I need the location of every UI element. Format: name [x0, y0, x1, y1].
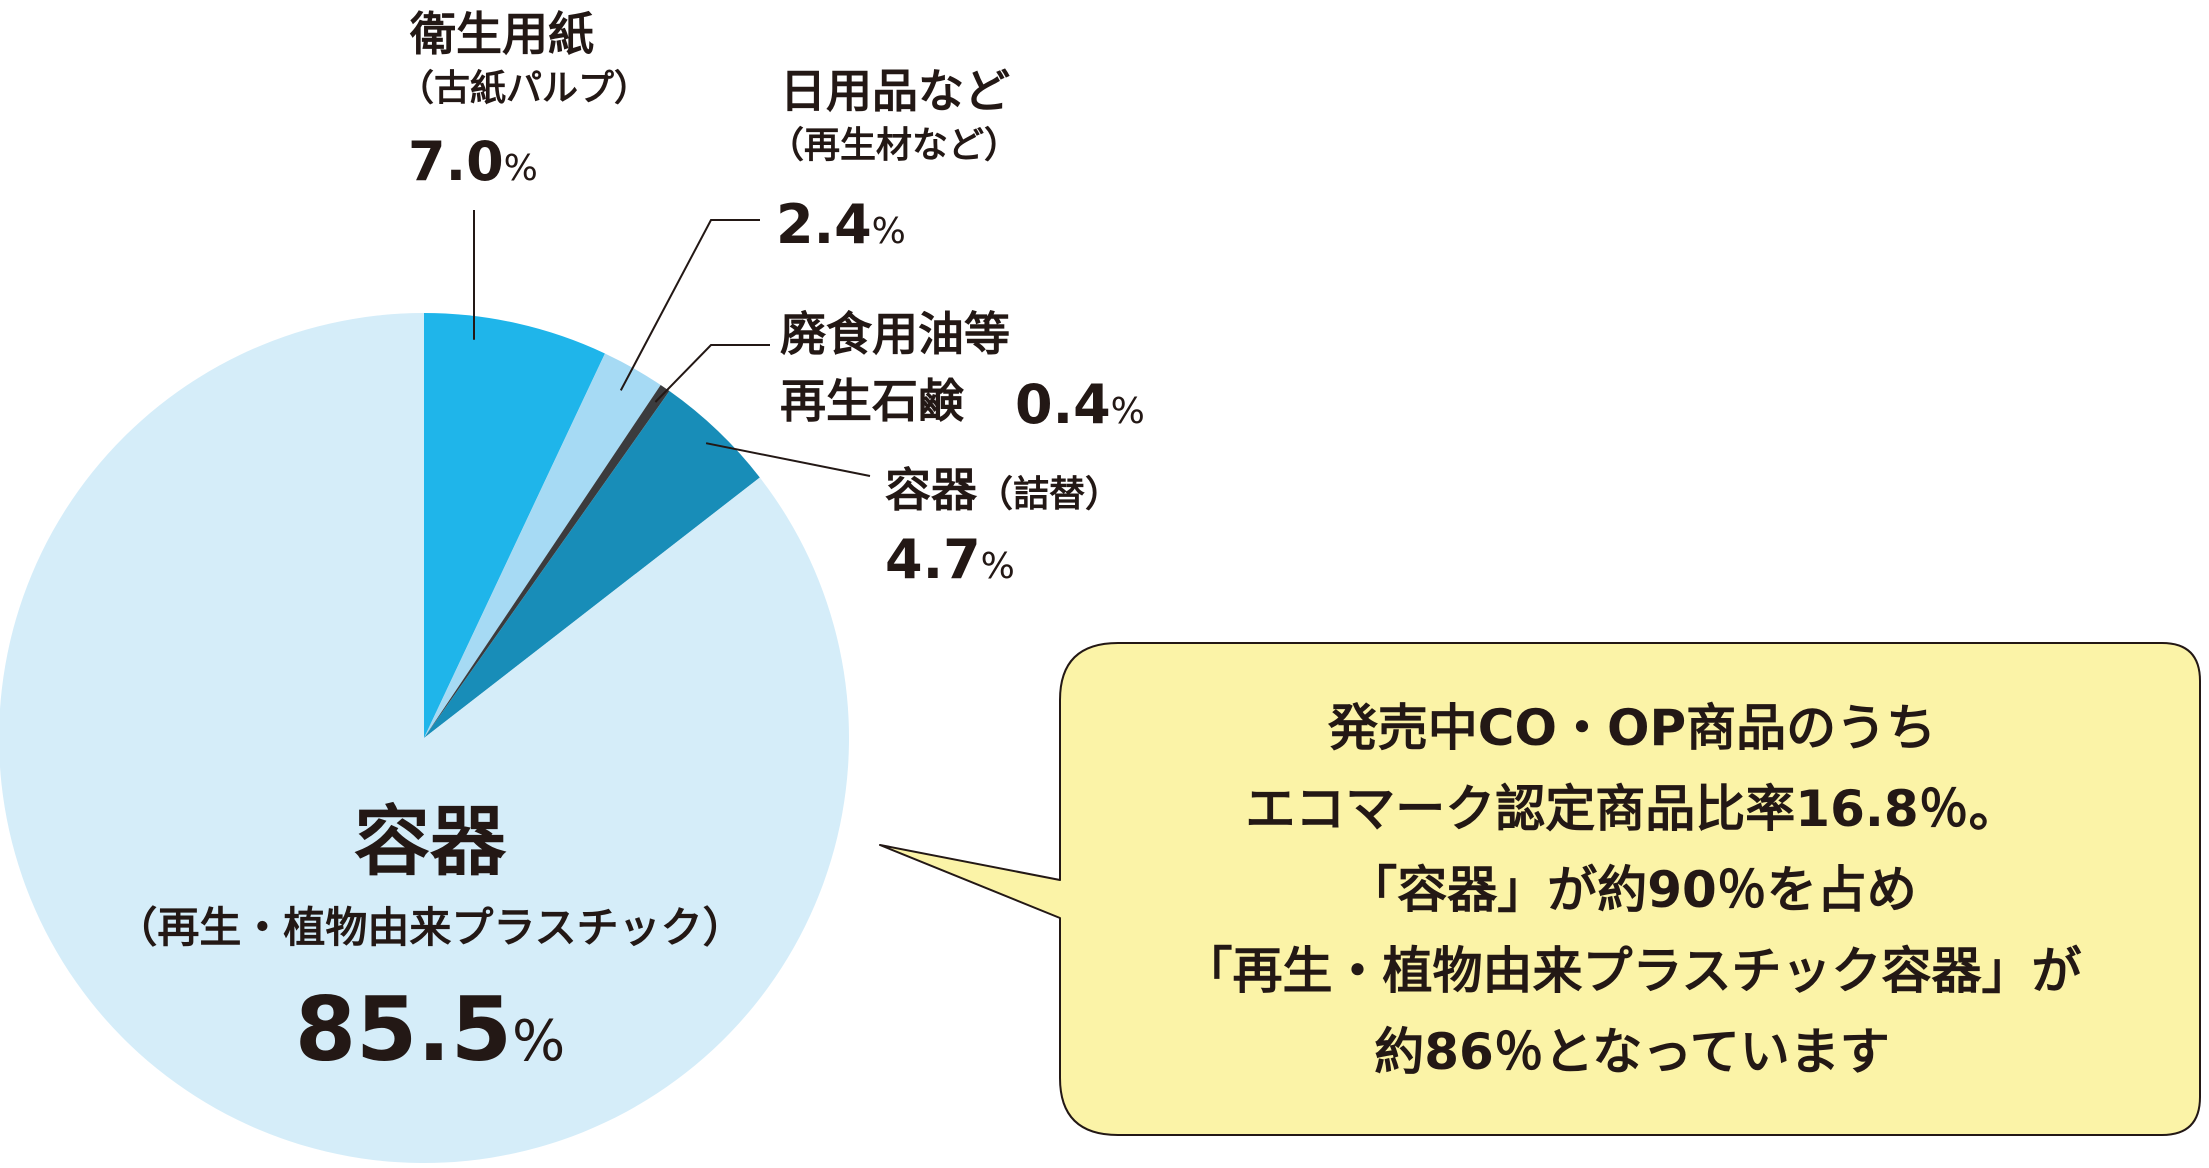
slice-soap — [424, 385, 670, 738]
label-daily-goods-unit: % — [872, 211, 906, 252]
callout-line-3: 「容器」が約90％を占め — [1347, 861, 1917, 919]
label-refill-container: 容器（詰替） 4.7% — [885, 463, 1121, 591]
label-soap: 廃食用油等 再生石鹸 0.4% — [780, 307, 1145, 436]
label-main-container-sub: （再生・植物由来プラスチック） — [115, 903, 744, 952]
label-refill-container-name: 容器 — [885, 463, 978, 517]
label-soap-unit: % — [1111, 391, 1145, 432]
callout-bubble: 発売中CO・OP商品のうち エコマーク認定商品比率16.8％。 「容器」が約90… — [879, 642, 2201, 1136]
label-refill-container-unit: % — [981, 546, 1015, 587]
label-sanitary-paper-name: 衛生用紙 — [409, 7, 594, 61]
callout-bubble-shape — [879, 642, 2201, 1136]
callout-line-2: エコマーク認定商品比率16.8％。 — [1245, 780, 2018, 838]
callout-line-1: 発売中CO・OP商品のうち — [1328, 699, 1936, 757]
label-sanitary-paper: 衛生用紙 （古紙パルプ） 7.0% — [398, 7, 650, 193]
label-main-container-unit: % — [512, 1009, 565, 1074]
label-refill-container-value-group: 4.7% — [885, 528, 1015, 591]
label-daily-goods: 日用品など （再生材など） 2.4% — [768, 64, 1020, 256]
label-main-container-value: 85.5 — [295, 978, 512, 1081]
label-main-container-value-group: 85.5% — [295, 978, 565, 1081]
label-soap-name2: 再生石鹸 — [780, 374, 964, 428]
slice-main-container — [0, 313, 849, 1163]
label-daily-goods-name: 日用品など — [780, 64, 1010, 118]
callout-line-5: 約86％となっています — [1374, 1023, 1890, 1081]
leader-daily-goods — [619, 219, 760, 391]
label-sanitary-paper-value-group: 7.0% — [408, 130, 538, 193]
label-daily-goods-value-group: 2.4% — [776, 193, 906, 256]
label-main-container: 容器 （再生・植物由来プラスチック） 85.5% — [115, 797, 744, 1081]
label-soap-name: 廃食用油等 — [780, 307, 1010, 361]
label-refill-container-name-group: 容器（詰替） — [885, 463, 1121, 517]
label-daily-goods-value: 2.4 — [776, 193, 872, 256]
callout-line-4: 「再生・植物由来プラスチック容器」が — [1183, 942, 2082, 1000]
leader-soap — [654, 344, 770, 403]
label-refill-container-value: 4.7 — [885, 528, 981, 591]
slice-daily-goods — [424, 353, 661, 738]
slice-refill-container — [424, 391, 760, 738]
label-sanitary-paper-sub: （古紙パルプ） — [398, 68, 650, 109]
label-sanitary-paper-value: 7.0 — [408, 130, 504, 193]
label-sanitary-paper-unit: % — [504, 148, 538, 189]
label-soap-value: 0.4 — [1015, 373, 1111, 436]
label-main-container-name: 容器 — [354, 797, 507, 886]
label-soap-value-group: 0.4% — [1015, 373, 1145, 436]
slice-sanitary-paper — [424, 312, 605, 738]
leader-lines — [473, 210, 871, 477]
leader-refill-container — [705, 442, 871, 477]
label-refill-container-sub: （詰替） — [977, 474, 1121, 515]
pie-chart — [0, 312, 849, 1163]
label-daily-goods-sub: （再生材など） — [768, 125, 1020, 166]
